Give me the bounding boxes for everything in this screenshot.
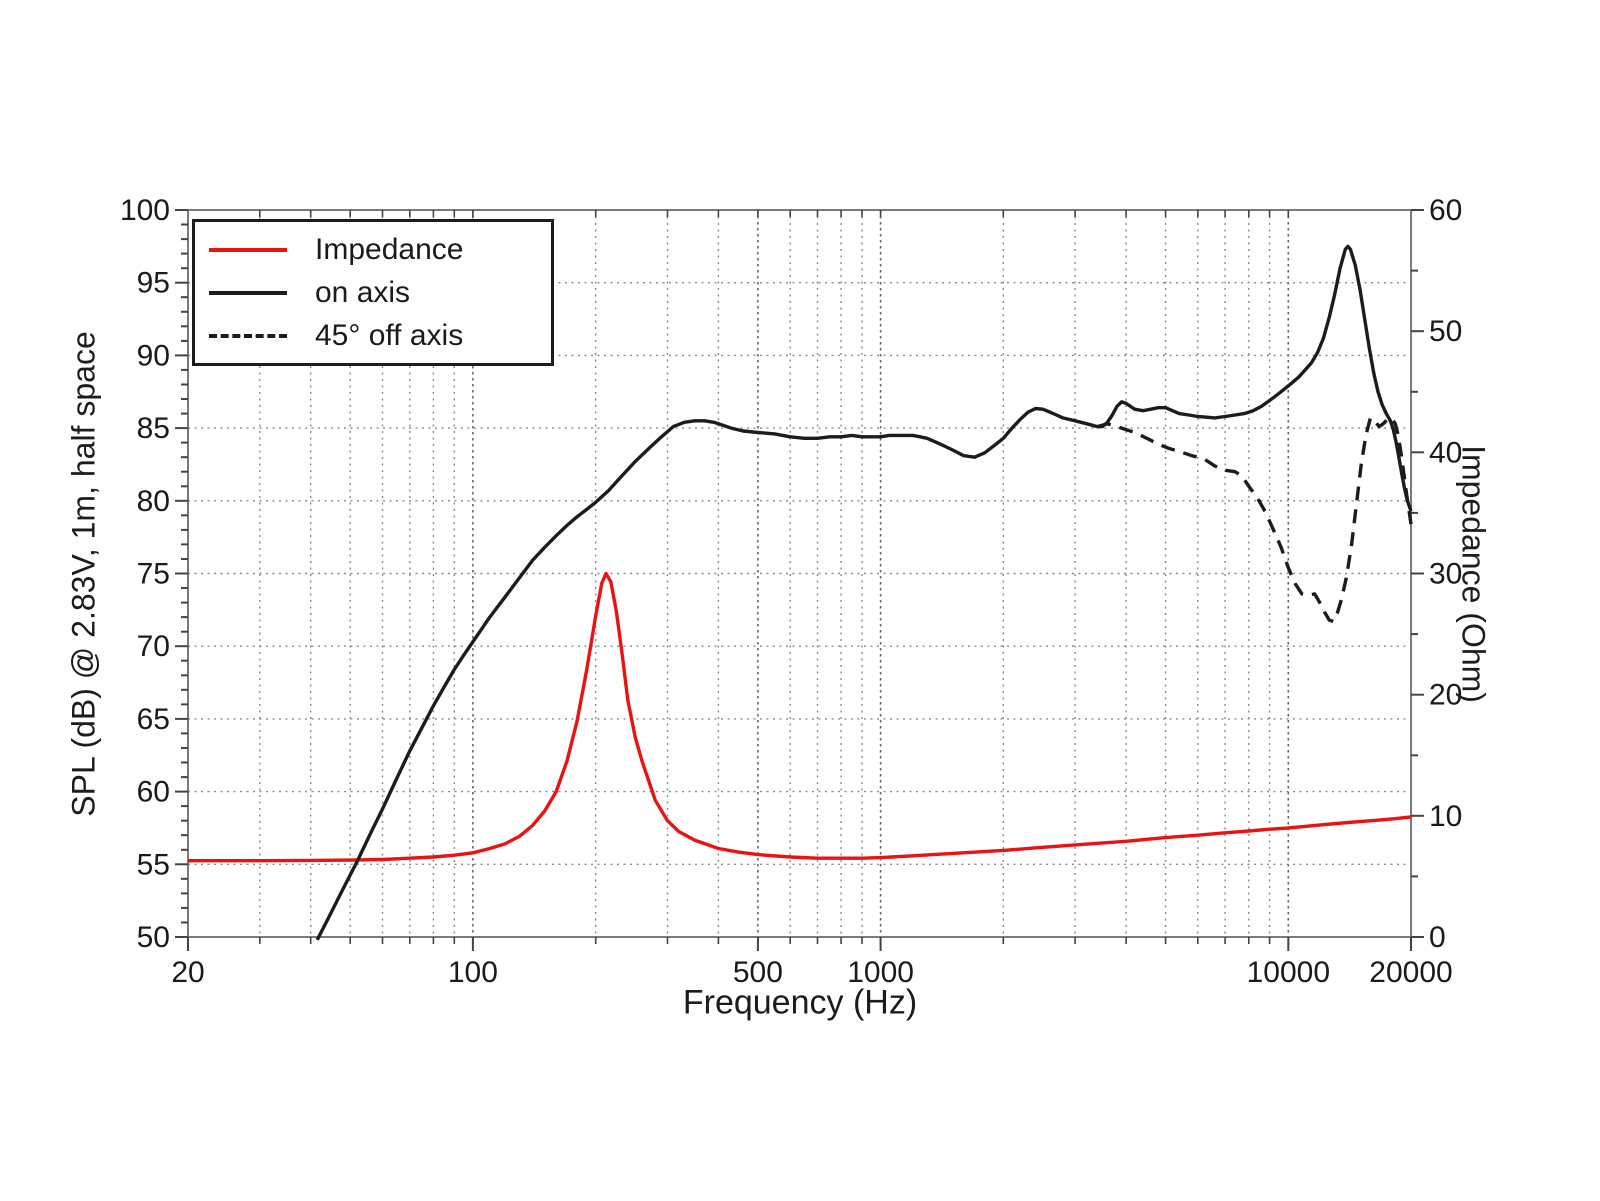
tick-label-left: 70 [137, 630, 170, 663]
y-axis-title-left: SPL (dB) @ 2.83V, 1m, half space [65, 331, 102, 817]
tick-label-left: 80 [137, 485, 170, 518]
legend: Impedance on axis 45° off axis [192, 219, 554, 366]
tick-label-bottom: 100 [448, 956, 498, 989]
tick-label-left: 100 [120, 194, 170, 227]
legend-item-off-axis: 45° off axis [209, 318, 551, 352]
tick-label-left: 60 [137, 776, 170, 809]
off-axis-curve [1096, 416, 1413, 624]
x-axis-title: Frequency (Hz) [682, 983, 918, 1022]
legend-item-on-axis: on axis [209, 275, 551, 309]
tick-label-left: 50 [137, 921, 170, 954]
on-axis-line-swatch [209, 290, 287, 295]
tick-label-bottom: 10000 [1247, 956, 1330, 989]
tick-label-right: 0 [1429, 921, 1446, 954]
tick-label-right: 30 [1429, 558, 1462, 591]
impedance-curve [188, 571, 1412, 863]
tick-label-left: 55 [137, 848, 170, 881]
tick-label-right: 50 [1429, 315, 1462, 348]
on-axis-curve [315, 244, 1413, 941]
legend-label-on-axis: on axis [315, 275, 411, 309]
tick-label-right: 10 [1429, 800, 1462, 833]
tick-label-bottom: 1000 [847, 956, 914, 989]
tick-label-left: 90 [137, 339, 170, 372]
tick-label-right: 60 [1429, 194, 1462, 227]
off-axis-line-swatch [209, 333, 287, 338]
tick-label-bottom: 20000 [1369, 956, 1452, 989]
impedance-line-swatch [209, 247, 287, 252]
legend-label-impedance: Impedance [315, 232, 464, 266]
tick-label-bottom: 500 [733, 956, 783, 989]
tick-label-left: 75 [137, 558, 170, 591]
tick-label-right: 40 [1429, 436, 1462, 469]
tick-label-right: 20 [1429, 679, 1462, 712]
tick-label-left: 65 [137, 703, 170, 736]
legend-label-off-axis: 45° off axis [315, 318, 464, 352]
tick-label-bottom: 20 [171, 956, 204, 989]
tick-label-left: 85 [137, 412, 170, 445]
legend-item-impedance: Impedance [209, 232, 551, 266]
y-axis-title-right: Impedance (Ohm) [1455, 445, 1492, 703]
tick-label-left: 95 [137, 267, 170, 300]
